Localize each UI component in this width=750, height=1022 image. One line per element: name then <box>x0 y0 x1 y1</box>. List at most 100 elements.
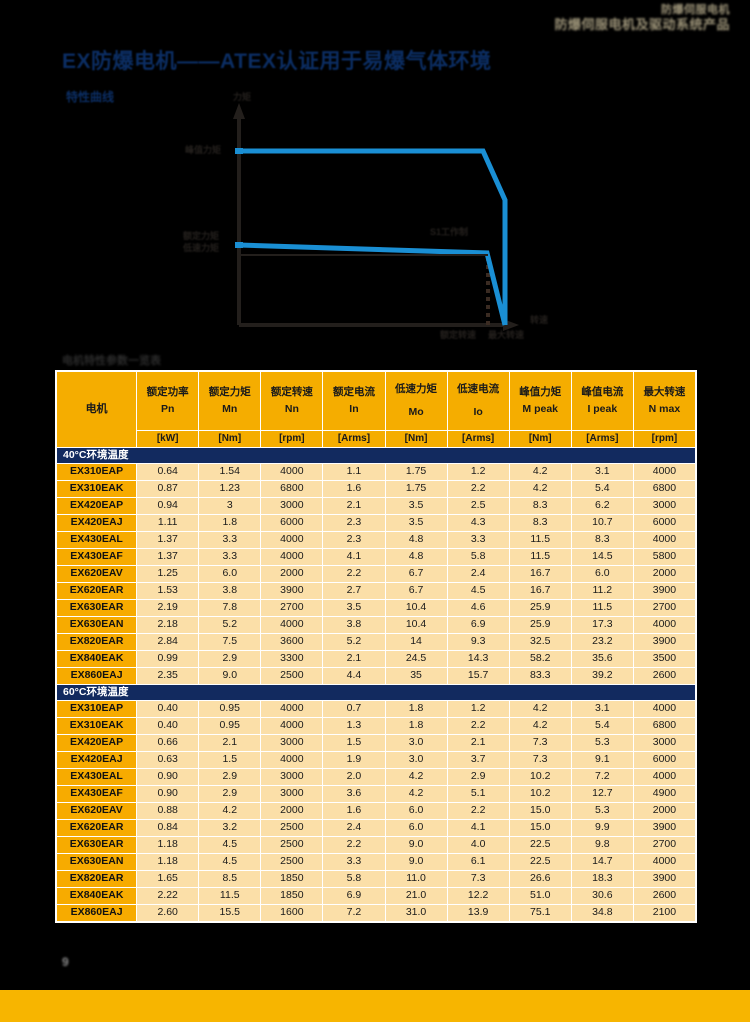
column-header-nn: 额定转速 Nn <box>260 371 324 431</box>
cell-io: 2.9 <box>446 768 510 786</box>
table-row: EX820EAR 1.65 8.5 1850 5.8 11.0 7.3 26.6 18.3 390… <box>55 870 697 888</box>
peak-intercept-marker <box>235 148 243 154</box>
table-row: EX840EAK 2.22 11.5 1850 6.9 21.0 12.2 51.0 30.6 2… <box>55 887 697 905</box>
cell-nn: 2500 <box>260 819 324 837</box>
cell-pn: 2.18 <box>136 616 200 634</box>
cell-mn: 2.9 <box>198 768 262 786</box>
cell-mo: 3.5 <box>384 514 448 532</box>
cell-n-max: 4000 <box>632 700 697 718</box>
cell-io: 5.1 <box>446 785 510 803</box>
cell-io: 2.2 <box>446 717 510 735</box>
cell-i-peak: 11.2 <box>570 582 634 600</box>
cell-in: 4.1 <box>322 548 386 566</box>
low-speed-torque-label: 低速力矩 <box>183 243 220 253</box>
cell-io: 2.2 <box>446 480 510 498</box>
column-header-pn-cn: 额定功率 <box>146 386 189 399</box>
table-row: EX430EAL 1.37 3.3 4000 2.3 4.8 3.3 11.5 8.3 4000 <box>55 531 697 549</box>
cell-motor-model: EX420EAJ <box>55 751 138 769</box>
cell-nn: 4000 <box>260 463 324 481</box>
cell-m-peak: 4.2 <box>508 463 572 481</box>
cell-in: 2.3 <box>322 531 386 549</box>
column-header-io: 低速电流 Io <box>446 371 510 431</box>
cell-io: 5.8 <box>446 548 510 566</box>
cell-i-peak: 5.3 <box>570 734 634 752</box>
cell-mn: 7.8 <box>198 599 262 617</box>
cell-nn: 4000 <box>260 717 324 735</box>
cell-io: 9.3 <box>446 633 510 651</box>
table-row: EX840EAK 0.99 2.9 3300 2.1 24.5 14.3 58.2 35.6 35… <box>55 650 697 668</box>
cell-i-peak: 18.3 <box>570 870 634 888</box>
cell-io: 4.1 <box>446 819 510 837</box>
table-row: EX310EAP 0.64 1.54 4000 1.1 1.75 1.2 4.2 3.1 4000 <box>55 463 697 481</box>
cell-nn: 2700 <box>260 599 324 617</box>
cell-pn: 0.63 <box>136 751 200 769</box>
rated-intercept-marker <box>235 242 243 248</box>
s1-curve-label: S1工作制 <box>430 227 469 237</box>
cell-motor-model: EX430EAF <box>55 785 138 803</box>
table-body: 40°C环境温度 EX310EAP 0.64 1.54 4000 1.1 1.75 1.2 4.… <box>55 447 697 922</box>
cell-n-max: 6000 <box>632 514 697 532</box>
cell-in: 2.3 <box>322 514 386 532</box>
cell-mo: 4.8 <box>384 531 448 549</box>
cell-in: 3.6 <box>322 785 386 803</box>
cell-io: 7.3 <box>446 870 510 888</box>
cell-in: 3.8 <box>322 616 386 634</box>
cell-io: 13.9 <box>446 904 510 922</box>
cell-m-peak: 7.3 <box>508 751 572 769</box>
cell-mo: 6.7 <box>384 582 448 600</box>
cell-n-max: 3900 <box>632 870 697 888</box>
table-row: EX620EAR 1.53 3.8 3900 2.7 6.7 4.5 16.7 11.2 3900 <box>55 582 697 600</box>
cell-m-peak: 15.0 <box>508 819 572 837</box>
cell-motor-model: EX420EAJ <box>55 514 138 532</box>
table-row: EX420EAP 0.66 2.1 3000 1.5 3.0 2.1 7.3 5.3 3000 <box>55 734 697 752</box>
column-header-ipeak: 峰值电流 I peak <box>570 371 634 431</box>
cell-pn: 1.65 <box>136 870 200 888</box>
cell-mo: 6.7 <box>384 565 448 583</box>
cell-mn: 0.95 <box>198 700 262 718</box>
cell-io: 3.7 <box>446 751 510 769</box>
cell-m-peak: 15.0 <box>508 802 572 820</box>
cell-mn: 3.3 <box>198 548 262 566</box>
cell-m-peak: 7.3 <box>508 734 572 752</box>
cell-n-max: 4000 <box>632 853 697 871</box>
cell-pn: 0.40 <box>136 700 200 718</box>
cell-mo: 9.0 <box>384 853 448 871</box>
cell-pn: 1.25 <box>136 565 200 583</box>
cell-motor-model: EX620EAR <box>55 582 138 600</box>
column-header-nmax: 最大转速 N max <box>632 371 697 431</box>
cell-motor-model: EX840EAK <box>55 887 138 905</box>
cell-mn: 5.2 <box>198 616 262 634</box>
cell-motor-model: EX820EAR <box>55 633 138 651</box>
cell-in: 1.6 <box>322 802 386 820</box>
column-header-in: 额定电流 In <box>322 371 386 431</box>
table-row: EX630EAR 2.19 7.8 2700 3.5 10.4 4.6 25.9 11.5 270… <box>55 599 697 617</box>
table-row: EX420EAP 0.94 3 3000 2.1 3.5 2.5 8.3 6.2 3000 <box>55 497 697 515</box>
cell-mo: 35 <box>384 667 448 685</box>
cell-io: 12.2 <box>446 887 510 905</box>
cell-mn: 6.0 <box>198 565 262 583</box>
table-row: EX310EAK 0.40 0.95 4000 1.3 1.8 2.2 4.2 5.4 6800 <box>55 717 697 735</box>
y-axis-arrow <box>233 103 245 119</box>
max-speed-label: 最大转速 <box>488 330 525 340</box>
cell-i-peak: 10.7 <box>570 514 634 532</box>
cell-n-max: 4900 <box>632 785 697 803</box>
cell-motor-model: EX620EAV <box>55 802 138 820</box>
column-header-nn-en: Nn <box>284 402 299 415</box>
table-row: EX430EAF 1.37 3.3 4000 4.1 4.8 5.8 11.5 14.5 5800 <box>55 548 697 566</box>
cell-io: 3.3 <box>446 531 510 549</box>
cell-nn: 1850 <box>260 887 324 905</box>
column-header-mn: 额定力矩 Mn <box>198 371 262 431</box>
x-axis-title: 转速 <box>530 315 549 325</box>
cell-m-peak: 16.7 <box>508 582 572 600</box>
cell-m-peak: 8.3 <box>508 497 572 515</box>
cell-motor-model: EX310EAP <box>55 700 138 718</box>
cell-mo: 10.4 <box>384 599 448 617</box>
cell-nn: 4000 <box>260 700 324 718</box>
cell-in: 2.2 <box>322 836 386 854</box>
cell-in: 3.5 <box>322 599 386 617</box>
cell-m-peak: 83.3 <box>508 667 572 685</box>
section-subtitle: 特性曲线 <box>66 90 115 104</box>
cell-mo: 24.5 <box>384 650 448 668</box>
table-caption: 电机特性参数一览表 <box>62 355 161 367</box>
